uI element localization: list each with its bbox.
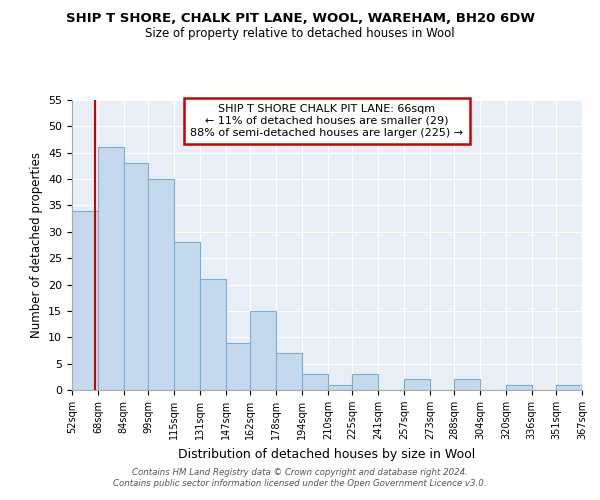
Bar [506, 384, 532, 390]
Bar [276, 353, 302, 390]
Bar [174, 242, 200, 390]
Bar [226, 342, 250, 390]
Bar [200, 280, 226, 390]
Bar [556, 384, 582, 390]
Bar [98, 148, 124, 390]
X-axis label: Distribution of detached houses by size in Wool: Distribution of detached houses by size … [178, 448, 476, 460]
Bar [328, 384, 352, 390]
Text: SHIP T SHORE, CHALK PIT LANE, WOOL, WAREHAM, BH20 6DW: SHIP T SHORE, CHALK PIT LANE, WOOL, WARE… [65, 12, 535, 26]
Bar [250, 311, 276, 390]
Text: SHIP T SHORE CHALK PIT LANE: 66sqm
← 11% of detached houses are smaller (29)
88%: SHIP T SHORE CHALK PIT LANE: 66sqm ← 11%… [190, 104, 464, 138]
Text: Contains HM Land Registry data © Crown copyright and database right 2024.
Contai: Contains HM Land Registry data © Crown c… [113, 468, 487, 487]
Bar [72, 210, 98, 390]
Bar [148, 179, 174, 390]
Y-axis label: Number of detached properties: Number of detached properties [29, 152, 43, 338]
Bar [124, 164, 148, 390]
Bar [404, 380, 430, 390]
Bar [454, 380, 480, 390]
Bar [302, 374, 328, 390]
Bar [352, 374, 378, 390]
Text: Size of property relative to detached houses in Wool: Size of property relative to detached ho… [145, 28, 455, 40]
